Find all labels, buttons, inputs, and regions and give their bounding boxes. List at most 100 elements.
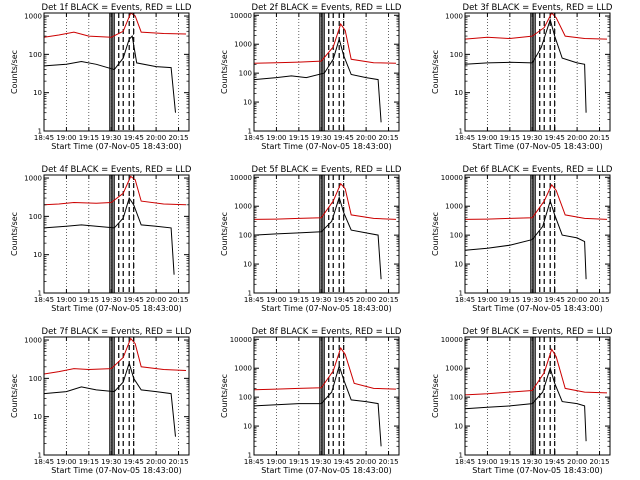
series-lld — [43, 337, 187, 375]
x-tick-label: 18:45 — [34, 296, 54, 304]
panel-title: Det 5f BLACK = Events, RED = LLD — [252, 165, 402, 175]
x-axis-label: Start Time (07-Nov-05 18:43:00) — [51, 142, 181, 151]
y-tick-label: 1 — [459, 452, 463, 460]
series-events — [43, 361, 176, 437]
x-tick-label: 19:30 — [311, 296, 331, 304]
series-lld — [43, 12, 187, 38]
panel-title: Det 3f BLACK = Events, RED = LLD — [463, 3, 613, 13]
panel-title: Det 4f BLACK = Events, RED = LLD — [42, 165, 192, 175]
x-tick-label: 19:30 — [101, 296, 121, 304]
y-axis-label: Counts/sec — [220, 50, 229, 94]
series-events — [43, 35, 176, 113]
y-tick-label: 100 — [450, 232, 463, 240]
panel-det-5: Det 5f BLACK = Events, RED = LLD 1 10 100 10… — [220, 165, 402, 313]
series-lld — [253, 346, 397, 391]
x-tick-label: 19:00 — [477, 134, 497, 142]
x-tick-label: 19:00 — [266, 134, 286, 142]
panel-title: Det 2f BLACK = Events, RED = LLD — [252, 3, 402, 13]
y-tick-label: 1000 — [24, 13, 42, 21]
y-axis-label: Counts/sec — [431, 374, 440, 418]
y-axis-label: Counts/sec — [431, 212, 440, 256]
x-tick-label: 20:15 — [589, 134, 609, 142]
x-tick-label: 19:30 — [522, 296, 542, 304]
plot-frame — [464, 336, 611, 456]
plot-frame — [464, 174, 611, 294]
y-tick-label: 100 — [239, 70, 252, 78]
y-tick-label: 10 — [33, 89, 42, 97]
x-tick-label: 18:45 — [455, 296, 475, 304]
x-axis-label: Start Time (07-Nov-05 18:43:00) — [472, 466, 602, 475]
x-tick-label: 20:15 — [589, 458, 609, 466]
x-tick-label: 19:00 — [477, 458, 497, 466]
x-axis-label: Start Time (07-Nov-05 18:43:00) — [51, 466, 181, 475]
x-tick-label: 20:15 — [378, 458, 398, 466]
panel-title: Det 6f BLACK = Events, RED = LLD — [463, 165, 613, 175]
y-tick-label: 1000 — [234, 41, 252, 49]
y-tick-label: 10 — [243, 261, 252, 269]
panel-det-2: Det 2f BLACK = Events, RED = LLD 1 10 100 10… — [220, 3, 402, 151]
x-tick-label: 19:30 — [101, 458, 121, 466]
x-tick-label: 19:00 — [266, 458, 286, 466]
x-tick-label: 19:00 — [56, 134, 76, 142]
y-tick-label: 100 — [239, 394, 252, 402]
y-tick-label: 10 — [454, 261, 463, 269]
y-tick-label: 10 — [33, 251, 42, 259]
plot-frame — [43, 12, 190, 132]
series-lld — [43, 175, 187, 206]
x-tick-label: 20:00 — [567, 134, 587, 142]
x-tick-label: 20:00 — [356, 134, 376, 142]
x-tick-label: 20:00 — [146, 458, 166, 466]
y-tick-label: 1 — [248, 128, 252, 136]
x-tick-label: 20:15 — [168, 458, 188, 466]
x-tick-label: 18:45 — [34, 458, 54, 466]
y-tick-label: 1 — [38, 452, 42, 460]
series-lld — [253, 22, 397, 64]
panel-det-3: Det 3f BLACK = Events, RED = LLD 1 10 100 10… — [431, 3, 613, 151]
series-lld — [464, 12, 608, 40]
y-tick-label: 10 — [454, 423, 463, 431]
x-tick-label: 19:45 — [124, 296, 144, 304]
y-tick-label: 10000 — [230, 12, 252, 20]
plot-frame — [43, 174, 190, 294]
x-tick-label: 19:45 — [334, 134, 354, 142]
y-axis-label: Counts/sec — [10, 212, 19, 256]
x-axis-label: Start Time (07-Nov-05 18:43:00) — [261, 304, 391, 313]
plot-frame — [253, 336, 400, 456]
series-events — [464, 366, 587, 442]
x-axis-label: Start Time (07-Nov-05 18:43:00) — [261, 142, 391, 151]
x-tick-label: 19:45 — [334, 296, 354, 304]
plot-frame — [464, 12, 611, 132]
series-lld — [464, 183, 608, 220]
x-tick-label: 19:15 — [79, 134, 99, 142]
x-tick-label: 18:45 — [244, 296, 264, 304]
plot-frame — [253, 12, 400, 132]
panel-title: Det 8f BLACK = Events, RED = LLD — [252, 327, 402, 337]
x-tick-label: 19:15 — [79, 458, 99, 466]
y-tick-label: 1 — [459, 128, 463, 136]
y-tick-label: 1000 — [24, 175, 42, 183]
y-tick-label: 1000 — [234, 203, 252, 211]
x-tick-label: 19:15 — [500, 458, 520, 466]
x-axis-label: Start Time (07-Nov-05 18:43:00) — [472, 142, 602, 151]
y-tick-label: 10 — [33, 413, 42, 421]
y-tick-label: 1000 — [234, 365, 252, 373]
x-tick-label: 19:45 — [334, 458, 354, 466]
y-tick-label: 1 — [38, 128, 42, 136]
y-axis-label: Counts/sec — [220, 374, 229, 418]
x-tick-label: 18:45 — [244, 458, 264, 466]
x-tick-label: 19:00 — [266, 296, 286, 304]
panel-det-7: Det 7f BLACK = Events, RED = LLD 1 10 100 10… — [10, 327, 192, 475]
x-axis-label: Start Time (07-Nov-05 18:43:00) — [51, 304, 181, 313]
x-tick-label: 19:30 — [311, 134, 331, 142]
y-tick-label: 1 — [459, 290, 463, 298]
y-axis-label: Counts/sec — [220, 212, 229, 256]
x-tick-label: 19:15 — [79, 296, 99, 304]
x-tick-label: 19:45 — [545, 458, 565, 466]
y-tick-label: 1000 — [24, 337, 42, 345]
panel-det-9: Det 9f BLACK = Events, RED = LLD 1 10 100 10… — [431, 327, 613, 475]
y-tick-label: 10000 — [230, 174, 252, 182]
series-events — [253, 37, 382, 123]
y-axis-label: Counts/sec — [10, 374, 19, 418]
y-axis-label: Counts/sec — [10, 50, 19, 94]
